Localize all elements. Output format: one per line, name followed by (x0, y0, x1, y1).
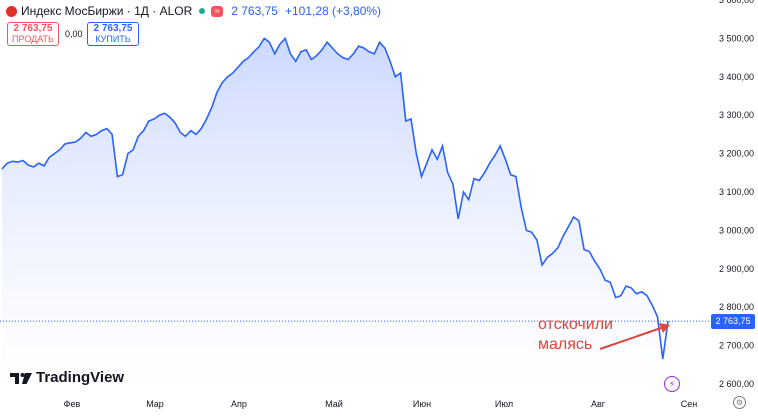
trade-panel: 2 763,75 ПРОДАТЬ 0,00 2 763,75 КУПИТЬ (7, 22, 139, 46)
y-tick-label: 3 400,00 (719, 72, 754, 82)
moex-logo-icon (6, 5, 17, 17)
y-tick-label: 3 000,00 (719, 225, 754, 235)
y-tick-label: 2 800,00 (719, 302, 754, 312)
y-tick-label: 2 600,00 (719, 379, 754, 389)
header-change: +101,28 (+3,80%) (284, 4, 382, 18)
watermark-text: TradingView (36, 369, 125, 386)
x-tick-label: Фев (64, 399, 81, 409)
buy-button[interactable]: 2 763,75 КУПИТЬ (87, 22, 139, 46)
x-tick-label: Авг (591, 399, 606, 409)
y-tick-label: 3 300,00 (719, 110, 754, 120)
symbol-title[interactable]: Индекс МосБиржи · 1Д · ALOR (21, 4, 193, 18)
y-axis: 2 600,00 2 700,00 2 800,00 2 900,00 3 000,00… (719, 0, 754, 389)
y-tick-label: 3 600,00 (719, 0, 754, 5)
x-axis: Фев Мар Апр Май Июн Июл Авг Сен (64, 399, 698, 409)
annotation-line-1: отскочили (538, 316, 613, 333)
y-tick-label: 3 100,00 (719, 187, 754, 197)
x-tick-label: Сен (681, 399, 698, 409)
spread-value: 0,00 (65, 29, 83, 39)
x-tick-label: Апр (231, 399, 247, 409)
last-price-tag: 2 763,75 (711, 314, 755, 329)
sell-label: ПРОДАТЬ (12, 34, 54, 44)
tradingview-logo-icon (10, 372, 32, 384)
annotation-arrowhead (659, 323, 670, 333)
buy-price: 2 763,75 (93, 23, 133, 34)
approx-icon[interactable]: ≈ (211, 5, 224, 17)
tradingview-watermark[interactable]: TradingView (10, 369, 124, 386)
sell-price: 2 763,75 (13, 23, 53, 34)
annotation-arrow (599, 326, 665, 350)
y-tick-label: 3 500,00 (719, 33, 754, 43)
x-tick-label: Июл (495, 399, 513, 409)
chart-annotation: отскочили малясь (538, 315, 613, 355)
settings-icon[interactable]: ⚙ (733, 396, 746, 409)
market-status-dot-icon (199, 8, 206, 14)
flash-icon[interactable]: ⚡ (664, 376, 680, 392)
x-tick-label: Май (325, 399, 343, 409)
y-tick-label: 3 200,00 (719, 149, 754, 159)
y-tick-label: 2 900,00 (719, 264, 754, 274)
x-tick-label: Мар (146, 399, 164, 409)
annotation-line-2: малясь (538, 336, 593, 353)
y-tick-label: 2 700,00 (719, 341, 754, 351)
chart-header: Индекс МосБиржи · 1Д · ALOR ≈ 2 763,75 +… (6, 3, 381, 19)
area-fill (2, 38, 668, 391)
header-price: 2 763,75 (231, 4, 278, 18)
series-line (1, 36, 669, 360)
x-tick-label: Июн (413, 399, 431, 409)
buy-label: КУПИТЬ (95, 34, 131, 44)
sell-button[interactable]: 2 763,75 ПРОДАТЬ (7, 22, 59, 46)
